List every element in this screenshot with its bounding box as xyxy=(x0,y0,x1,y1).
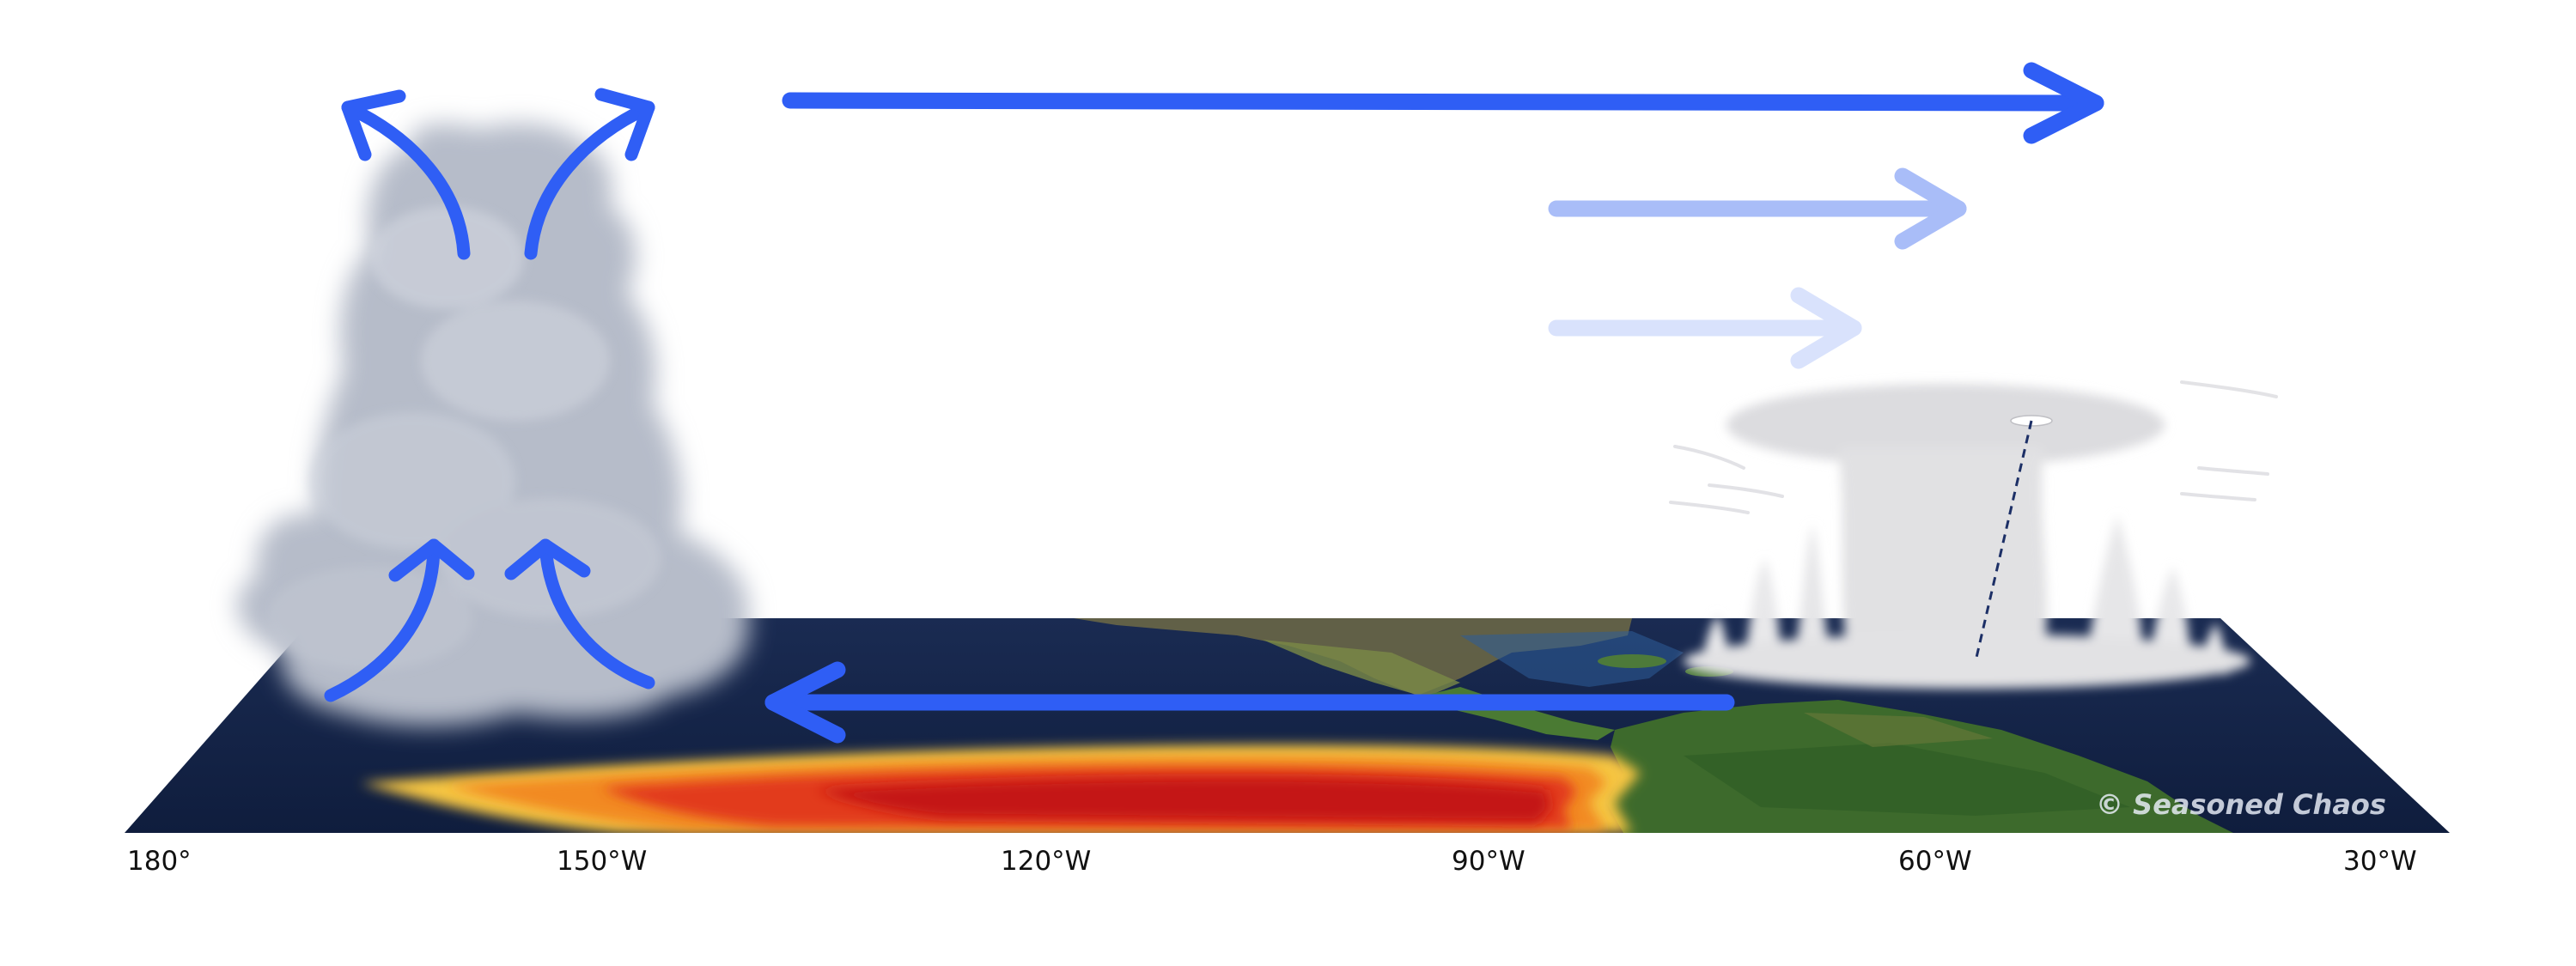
copyright-watermark: © Seasoned Chaos xyxy=(2096,788,2386,821)
caribbean-shallows xyxy=(1460,631,1684,687)
rising-air-arrow-right xyxy=(504,538,655,690)
circulation-arrows xyxy=(324,62,2104,744)
tropopause-indicator-line xyxy=(1974,420,2033,662)
longitude-label-180: 180° xyxy=(127,846,192,877)
diverging-air-arrow-left xyxy=(341,89,471,260)
eastward-upper-flow-arrow-medium xyxy=(1548,167,1967,250)
longitude-label-150w: 150°W xyxy=(557,846,648,877)
eastward-upper-flow-arrow xyxy=(782,62,2104,144)
convective-cloud xyxy=(237,123,749,726)
longitude-label-120w: 120°W xyxy=(1001,846,1092,877)
westward-trade-wind-arrow xyxy=(764,661,1735,744)
thunderstorm-cloud xyxy=(1669,380,2278,689)
longitude-label-90w: 90°W xyxy=(1452,846,1526,877)
diverging-air-arrow-right xyxy=(524,88,655,260)
longitude-label-60w: 60°W xyxy=(1898,846,1972,877)
warm-water-anomaly xyxy=(361,744,1641,833)
longitude-label-30w: 30°W xyxy=(2343,846,2417,877)
rising-air-arrow-left xyxy=(324,538,475,702)
eastward-upper-flow-arrow-faint xyxy=(1548,287,1862,369)
